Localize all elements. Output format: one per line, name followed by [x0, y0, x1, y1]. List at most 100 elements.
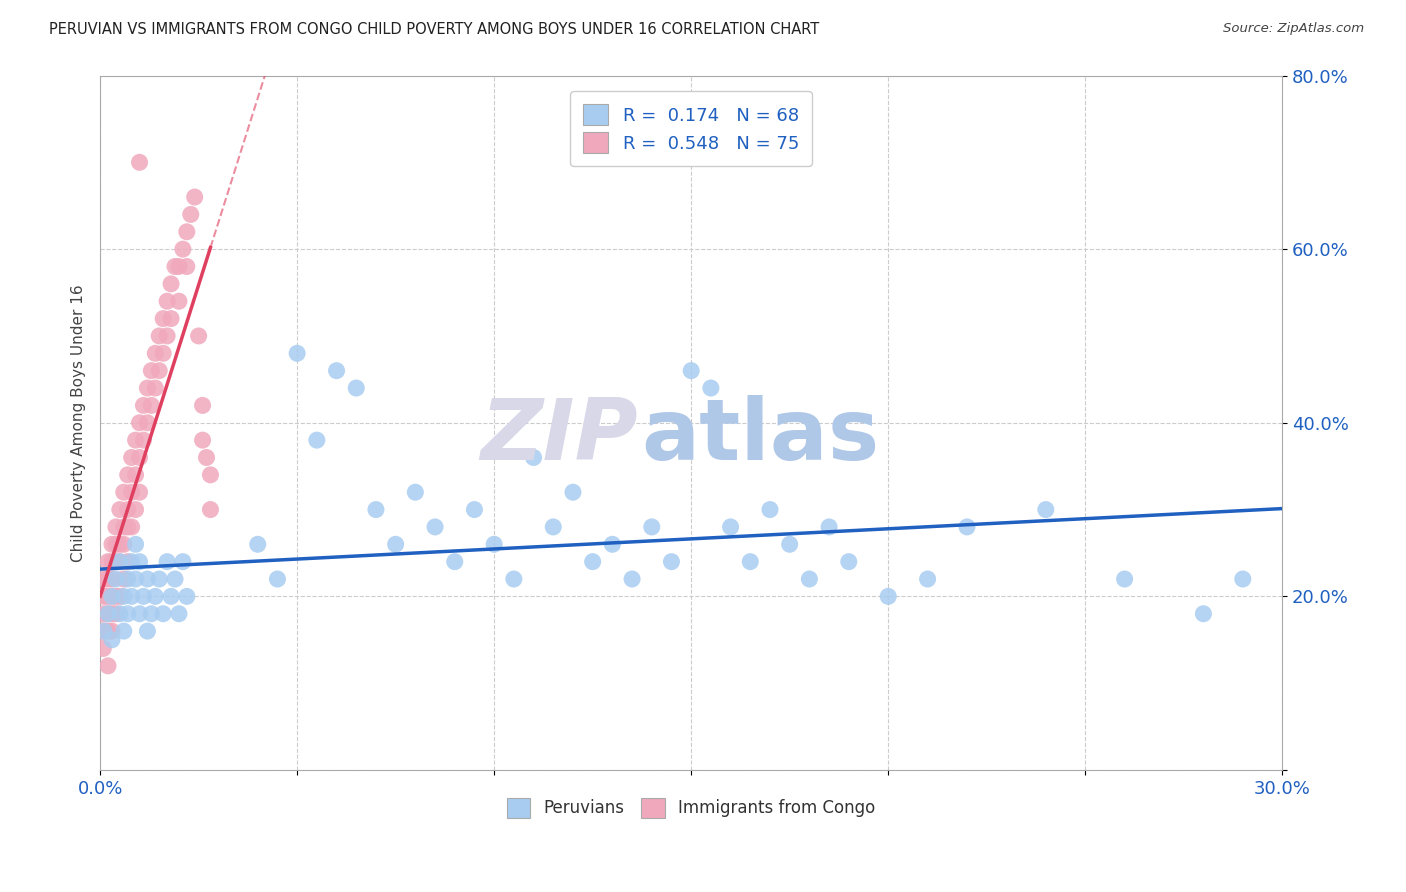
Legend: Peruvians, Immigrants from Congo: Peruvians, Immigrants from Congo	[501, 791, 882, 824]
Point	[779, 537, 801, 551]
Point	[543, 520, 565, 534]
Point	[200, 502, 222, 516]
Point	[101, 624, 124, 639]
Point	[167, 607, 190, 621]
Point	[121, 485, 143, 500]
Point	[132, 398, 155, 412]
Point	[152, 311, 174, 326]
Point	[128, 555, 150, 569]
Point	[91, 641, 114, 656]
Point	[344, 381, 367, 395]
Text: PERUVIAN VS IMMIGRANTS FROM CONGO CHILD POVERTY AMONG BOYS UNDER 16 CORRELATION : PERUVIAN VS IMMIGRANTS FROM CONGO CHILD …	[49, 22, 820, 37]
Point	[404, 485, 426, 500]
Point	[104, 555, 127, 569]
Point	[136, 381, 159, 395]
Point	[101, 632, 124, 647]
Point	[143, 590, 166, 604]
Point	[121, 555, 143, 569]
Point	[128, 485, 150, 500]
Point	[1035, 502, 1057, 516]
Point	[956, 520, 979, 534]
Point	[101, 572, 124, 586]
Point	[141, 398, 163, 412]
Point	[112, 520, 135, 534]
Point	[121, 590, 143, 604]
Point	[740, 555, 762, 569]
Point	[195, 450, 218, 465]
Y-axis label: Child Poverty Among Boys Under 16: Child Poverty Among Boys Under 16	[72, 284, 86, 562]
Point	[136, 624, 159, 639]
Point	[621, 572, 644, 586]
Point	[128, 155, 150, 169]
Point	[112, 572, 135, 586]
Point	[101, 590, 124, 604]
Point	[124, 537, 146, 551]
Point	[97, 555, 120, 569]
Point	[661, 555, 683, 569]
Point	[132, 590, 155, 604]
Point	[246, 537, 269, 551]
Point	[160, 277, 183, 291]
Point	[305, 433, 328, 447]
Point	[93, 624, 115, 639]
Point	[136, 416, 159, 430]
Point	[187, 329, 209, 343]
Point	[112, 485, 135, 500]
Point	[443, 555, 465, 569]
Point	[285, 346, 308, 360]
Point	[176, 590, 198, 604]
Point	[93, 624, 115, 639]
Point	[384, 537, 406, 551]
Point	[152, 607, 174, 621]
Point	[124, 433, 146, 447]
Point	[167, 260, 190, 274]
Point	[364, 502, 387, 516]
Point	[117, 572, 139, 586]
Point	[124, 467, 146, 482]
Point	[104, 537, 127, 551]
Point	[160, 311, 183, 326]
Point	[156, 555, 179, 569]
Point	[93, 572, 115, 586]
Point	[152, 346, 174, 360]
Point	[1192, 607, 1215, 621]
Point	[141, 364, 163, 378]
Point	[97, 607, 120, 621]
Point	[818, 520, 841, 534]
Point	[117, 467, 139, 482]
Point	[93, 590, 115, 604]
Point	[325, 364, 347, 378]
Point	[681, 364, 703, 378]
Point	[799, 572, 821, 586]
Point	[124, 572, 146, 586]
Point	[562, 485, 585, 500]
Point	[700, 381, 723, 395]
Point	[143, 346, 166, 360]
Point	[917, 572, 939, 586]
Point	[143, 381, 166, 395]
Point	[1232, 572, 1254, 586]
Point	[172, 242, 194, 256]
Point	[423, 520, 446, 534]
Point	[176, 260, 198, 274]
Point	[463, 502, 485, 516]
Point	[97, 572, 120, 586]
Point	[104, 590, 127, 604]
Point	[191, 433, 214, 447]
Point	[183, 190, 205, 204]
Point	[266, 572, 288, 586]
Point	[482, 537, 505, 551]
Point	[200, 467, 222, 482]
Point	[838, 555, 860, 569]
Point	[128, 607, 150, 621]
Point	[108, 555, 131, 569]
Point	[117, 502, 139, 516]
Point	[141, 607, 163, 621]
Point	[112, 624, 135, 639]
Point	[759, 502, 782, 516]
Point	[176, 225, 198, 239]
Point	[720, 520, 742, 534]
Point	[156, 294, 179, 309]
Point	[582, 555, 605, 569]
Point	[160, 590, 183, 604]
